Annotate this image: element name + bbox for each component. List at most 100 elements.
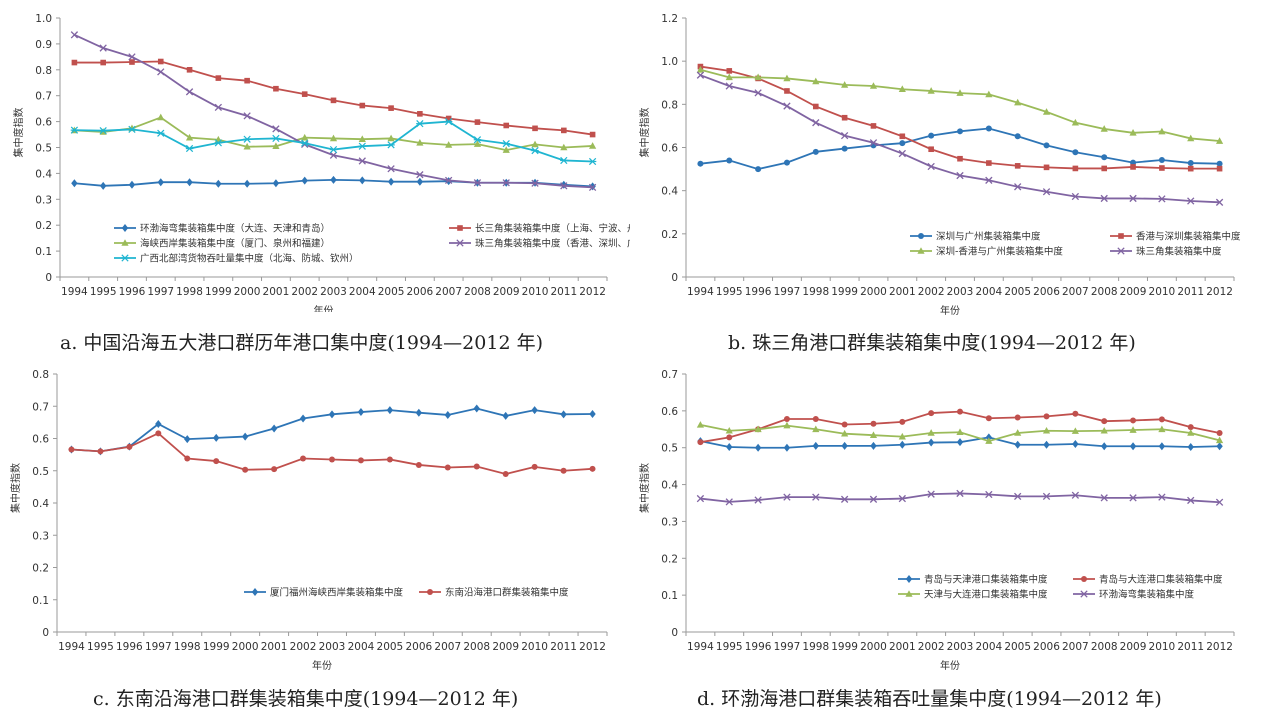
legend-marker xyxy=(251,588,259,596)
x-tick-label: 2002 xyxy=(918,286,945,298)
data-point-stroke xyxy=(387,165,395,173)
data-point xyxy=(927,162,935,171)
data-point xyxy=(754,443,762,452)
data-point xyxy=(589,131,596,138)
data-point-stroke xyxy=(1071,192,1080,201)
data-point xyxy=(531,140,539,148)
data-point-stroke xyxy=(1129,494,1137,502)
data-point xyxy=(985,490,993,499)
data-point xyxy=(812,415,819,422)
chart-a-caption: a. 中国沿海五大港口群历年港口集中度(1994—2012 年) xyxy=(60,332,543,354)
data-point xyxy=(416,171,424,179)
legend-marker xyxy=(121,224,129,232)
data-point xyxy=(214,103,223,112)
data-point xyxy=(1158,493,1166,501)
data-point xyxy=(1158,195,1166,203)
legend-item: 环渤海弯集装箱集中度 xyxy=(1073,589,1195,601)
data-point xyxy=(186,67,193,73)
data-point xyxy=(985,176,993,184)
data-point xyxy=(299,414,307,423)
data-point xyxy=(956,438,964,447)
data-point xyxy=(473,140,482,147)
data-point-stroke xyxy=(812,493,820,501)
y-tick-label: 0.4 xyxy=(32,498,49,510)
data-point xyxy=(1216,165,1223,172)
data-point xyxy=(1043,164,1050,171)
data-point xyxy=(1100,125,1108,132)
data-point xyxy=(416,120,424,128)
data-point xyxy=(1100,494,1108,502)
data-point xyxy=(1101,418,1108,425)
data-point-stroke xyxy=(696,71,705,79)
data-point xyxy=(726,68,733,74)
chart-b-caption: b. 珠三角港口群集装箱集中度(1994—2012 年) xyxy=(728,332,1136,354)
y-tick-label: 0.5 xyxy=(35,143,52,155)
data-point xyxy=(301,139,309,147)
data-point xyxy=(1187,165,1194,172)
x-tick-label: 2006 xyxy=(407,286,434,298)
data-point xyxy=(1043,440,1050,449)
data-point xyxy=(898,494,906,503)
legend: 厦门福州海峡西岸集装箱集中度 东南沿海港口群集装箱集中度 xyxy=(244,587,569,599)
data-point xyxy=(301,133,309,141)
data-point-stroke xyxy=(1187,197,1195,205)
data-point xyxy=(185,144,194,153)
series-2 xyxy=(71,58,596,138)
data-point xyxy=(1187,429,1195,436)
x-tick-label: 2004 xyxy=(975,641,1002,653)
legend-item: 珠三角集装箱集中度 xyxy=(1110,246,1222,258)
data-point xyxy=(812,103,819,110)
x-tick-label: 2004 xyxy=(975,286,1002,298)
x-tick-label: 2000 xyxy=(232,641,259,653)
data-point xyxy=(214,139,223,147)
data-point xyxy=(1101,154,1108,161)
data-point xyxy=(97,448,104,455)
x-tick-label: 2005 xyxy=(377,641,404,653)
legend-marker xyxy=(457,225,463,231)
data-point xyxy=(841,421,848,428)
data-point xyxy=(898,149,906,158)
y-tick-label: 0.7 xyxy=(35,91,52,103)
data-point xyxy=(588,157,597,166)
data-point xyxy=(812,148,819,155)
data-point xyxy=(589,465,596,472)
data-point xyxy=(1215,198,1224,206)
legend-marker-stroke xyxy=(456,239,464,247)
legend-marker xyxy=(121,239,129,246)
data-point xyxy=(561,127,567,134)
chart-d-caption: d. 环渤海港口群集装箱吞吐量集中度(1994—2012 年) xyxy=(697,688,1162,710)
data-point xyxy=(783,493,791,501)
data-point xyxy=(1187,134,1195,142)
data-point xyxy=(531,406,538,415)
data-point xyxy=(1071,192,1080,201)
data-point xyxy=(473,136,482,144)
x-tick-label: 2011 xyxy=(1177,286,1204,298)
data-point xyxy=(387,134,395,142)
data-point xyxy=(1129,494,1137,502)
data-point-stroke xyxy=(869,139,878,147)
x-tick-label: 1996 xyxy=(745,286,772,298)
data-point xyxy=(783,102,791,110)
data-point xyxy=(387,141,395,149)
data-point-stroke xyxy=(696,494,705,503)
legend-item: 深圳与广州集装箱集中度 xyxy=(910,231,1041,243)
data-point xyxy=(329,151,338,159)
x-tick-label: 2009 xyxy=(1120,641,1147,653)
data-point xyxy=(927,87,935,94)
data-point xyxy=(1129,442,1137,451)
x-tick-label: 2001 xyxy=(889,286,916,298)
data-point xyxy=(1129,194,1137,203)
data-point xyxy=(243,142,251,150)
data-point xyxy=(697,439,704,446)
data-point xyxy=(1158,442,1166,451)
data-point xyxy=(416,177,424,186)
legend-label: 青岛与天津港口集装箱集中度 xyxy=(924,574,1048,586)
data-point-stroke xyxy=(358,157,366,165)
data-point-stroke xyxy=(502,179,510,187)
x-tick-label: 2008 xyxy=(463,641,490,653)
data-point xyxy=(386,406,394,415)
data-point xyxy=(985,437,993,444)
data-point xyxy=(415,461,422,468)
data-point xyxy=(1187,442,1194,451)
x-tick-label: 1996 xyxy=(116,641,143,653)
